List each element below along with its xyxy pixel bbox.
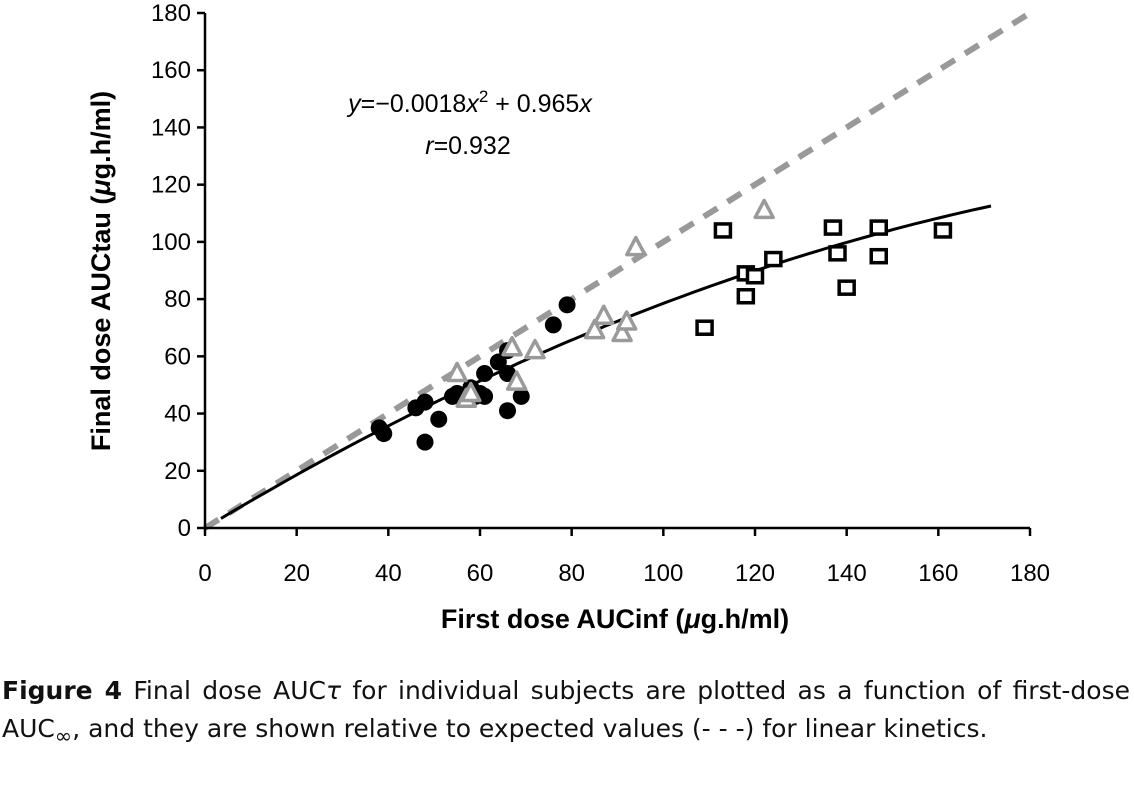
r-var: r [425, 132, 435, 160]
triangle-point [753, 198, 775, 220]
x-tick-label: 160 [918, 560, 958, 587]
fit-equation: y=−0.0018x2 + 0.965x [346, 87, 593, 118]
square-point [745, 267, 765, 285]
caption-text-2: for individual subjects are plotted as a… [2, 676, 1131, 743]
x-tick-label: 80 [558, 560, 585, 587]
triangle-point [501, 336, 523, 357]
circle-point [375, 425, 393, 443]
square-point [869, 247, 888, 265]
y-tick-label: 180 [151, 0, 191, 27]
triangle-point [524, 338, 546, 360]
triangle-point [593, 304, 615, 326]
y-tick-label: 100 [151, 229, 191, 256]
x-tick-label: 40 [375, 560, 402, 587]
circle-point [544, 316, 562, 334]
caption-text-3: , and they are shown relative to expecte… [72, 714, 988, 743]
triangle-point [460, 381, 482, 403]
eq-x-var: x [578, 90, 593, 118]
circle-point [558, 296, 576, 314]
square-point [828, 245, 847, 262]
axes: 0 20 40 60 80 100 120 140 160 180 0 20 40 60 80 100 120 1… [151, 0, 1050, 587]
x-tick-label: 20 [283, 560, 310, 587]
eq-exponent: 2 [479, 87, 488, 106]
square-point [713, 222, 733, 239]
triangle-point [615, 310, 638, 331]
eq-coef-b: + 0.965 [488, 90, 579, 118]
y-tick-label: 20 [164, 458, 191, 485]
x-axis-title: First dose AUCinf (μg.h/ml) [441, 604, 789, 634]
scatter-chart: 0 20 40 60 80 100 120 140 160 180 0 20 40 60 80 100 120 1… [86, 0, 1050, 634]
triangle-point [583, 318, 606, 340]
square-point [823, 219, 843, 236]
y-tick-label: 120 [151, 172, 191, 199]
circle-point [416, 433, 434, 451]
y-tick-label: 0 [178, 515, 191, 542]
x-tick-label: 0 [198, 560, 211, 587]
triangle-point [505, 370, 528, 391]
x-tick-label: 60 [467, 560, 494, 587]
y-tick-label: 60 [164, 343, 191, 370]
x-tick-label: 140 [827, 560, 867, 587]
fit-curve-layer [220, 204, 992, 520]
y-tick-label: 40 [164, 401, 191, 428]
y-tick-label: 140 [151, 114, 191, 141]
eq-y-var: y [346, 90, 362, 118]
circle-point [489, 353, 507, 371]
figure-caption: Figure 4 Final dose AUCτ for individual … [2, 672, 1130, 755]
identity-line-layer [203, 10, 1032, 531]
square-point [695, 319, 714, 336]
caption-text-1: Final dose AUC [122, 676, 326, 705]
y-axis-title: Final dose AUCtau (μg.h/ml) [86, 91, 116, 451]
x-tick-label: 180 [1010, 560, 1050, 587]
circle-point [476, 365, 494, 382]
square-point [933, 222, 953, 239]
y-tick-label: 160 [151, 57, 191, 84]
y-tick-label: 80 [164, 286, 191, 313]
x-tick-label: 120 [735, 560, 775, 587]
r-value: =0.932 [434, 132, 511, 160]
identity-line [203, 10, 1032, 531]
square-point [837, 279, 856, 296]
tau-symbol: τ [326, 676, 342, 705]
triangle-point [446, 361, 468, 383]
triangle-point [625, 235, 647, 257]
square-point [764, 250, 783, 268]
circle-point [512, 387, 530, 405]
correlation-label: r=0.932 [425, 132, 511, 160]
fit-curve [220, 204, 992, 520]
triangle-point [611, 321, 633, 343]
circle-point [416, 393, 434, 411]
circle-point [499, 402, 516, 420]
data-points [370, 198, 953, 451]
figure-label: Figure 4 [2, 676, 123, 705]
infinity-symbol: ∞ [54, 724, 73, 748]
circle-point [430, 410, 448, 428]
square-point [869, 219, 888, 236]
x-tick-label: 100 [643, 560, 683, 587]
eq-x2-var: x [465, 90, 480, 118]
square-point [736, 288, 756, 305]
eq-coef-a: =−0.0018 [361, 90, 467, 118]
